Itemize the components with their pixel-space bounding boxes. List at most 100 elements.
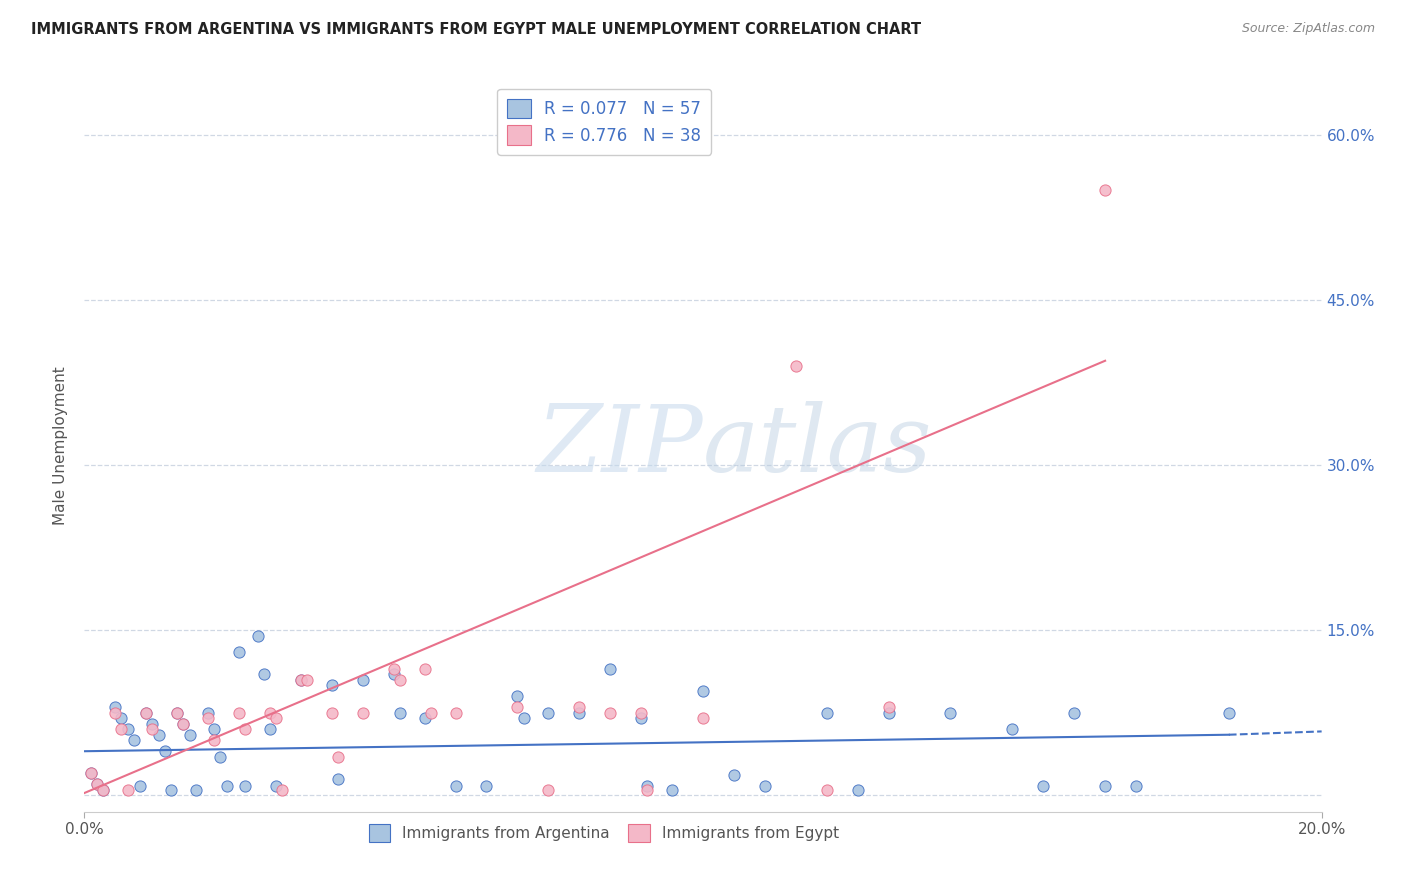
Point xyxy=(537,706,560,720)
Point xyxy=(91,782,114,797)
Point xyxy=(228,706,250,720)
Point xyxy=(326,772,349,786)
Point xyxy=(723,768,745,782)
Point xyxy=(117,782,139,797)
Point xyxy=(179,728,201,742)
Point xyxy=(1125,780,1147,794)
Point xyxy=(233,723,256,737)
Point xyxy=(197,711,219,725)
Y-axis label: Male Unemployment: Male Unemployment xyxy=(53,367,69,525)
Point xyxy=(512,711,534,725)
Point xyxy=(568,700,591,714)
Point xyxy=(153,744,176,758)
Point xyxy=(636,782,658,797)
Point xyxy=(141,723,163,737)
Point xyxy=(475,780,498,794)
Point xyxy=(877,706,900,720)
Point xyxy=(630,706,652,720)
Point xyxy=(259,723,281,737)
Point xyxy=(160,782,183,797)
Point xyxy=(599,706,621,720)
Point xyxy=(86,777,108,791)
Point xyxy=(382,667,405,681)
Text: Source: ZipAtlas.com: Source: ZipAtlas.com xyxy=(1241,22,1375,36)
Point xyxy=(246,629,269,643)
Point xyxy=(290,673,312,687)
Text: IMMIGRANTS FROM ARGENTINA VS IMMIGRANTS FROM EGYPT MALE UNEMPLOYMENT CORRELATION: IMMIGRANTS FROM ARGENTINA VS IMMIGRANTS … xyxy=(31,22,921,37)
Point xyxy=(785,359,807,374)
Point xyxy=(1001,723,1024,737)
Point xyxy=(506,700,529,714)
Point xyxy=(506,690,529,704)
Point xyxy=(1218,706,1240,720)
Point xyxy=(166,706,188,720)
Point xyxy=(264,780,287,794)
Point xyxy=(253,667,276,681)
Point xyxy=(352,706,374,720)
Point xyxy=(599,662,621,676)
Point xyxy=(110,711,132,725)
Point xyxy=(352,673,374,687)
Point xyxy=(141,716,163,731)
Point xyxy=(388,706,411,720)
Point xyxy=(537,782,560,797)
Point xyxy=(413,711,436,725)
Point xyxy=(388,673,411,687)
Point xyxy=(419,706,441,720)
Point xyxy=(568,706,591,720)
Point xyxy=(1094,183,1116,197)
Point xyxy=(636,780,658,794)
Point xyxy=(754,780,776,794)
Point xyxy=(264,711,287,725)
Point xyxy=(815,706,838,720)
Point xyxy=(661,782,683,797)
Text: atlas: atlas xyxy=(703,401,932,491)
Point xyxy=(209,749,232,764)
Point xyxy=(104,706,127,720)
Point xyxy=(815,782,838,797)
Point xyxy=(1094,780,1116,794)
Point xyxy=(202,723,225,737)
Point xyxy=(444,780,467,794)
Point xyxy=(91,782,114,797)
Point xyxy=(122,733,145,747)
Point xyxy=(135,706,157,720)
Point xyxy=(197,706,219,720)
Point xyxy=(321,678,343,692)
Legend: Immigrants from Argentina, Immigrants from Egypt: Immigrants from Argentina, Immigrants fr… xyxy=(363,818,845,848)
Point xyxy=(117,723,139,737)
Point xyxy=(321,706,343,720)
Point xyxy=(129,780,152,794)
Point xyxy=(382,662,405,676)
Point xyxy=(692,683,714,698)
Point xyxy=(215,780,238,794)
Point xyxy=(295,673,318,687)
Point xyxy=(135,706,157,720)
Point xyxy=(846,782,869,797)
Point xyxy=(184,782,207,797)
Point xyxy=(166,706,188,720)
Point xyxy=(172,716,194,731)
Point xyxy=(110,723,132,737)
Point xyxy=(233,780,256,794)
Point xyxy=(79,766,101,780)
Point xyxy=(444,706,467,720)
Point xyxy=(413,662,436,676)
Point xyxy=(877,700,900,714)
Point xyxy=(202,733,225,747)
Point xyxy=(228,645,250,659)
Point xyxy=(1032,780,1054,794)
Point xyxy=(692,711,714,725)
Point xyxy=(326,749,349,764)
Point xyxy=(630,711,652,725)
Point xyxy=(271,782,294,797)
Point xyxy=(290,673,312,687)
Point xyxy=(86,777,108,791)
Point xyxy=(172,716,194,731)
Point xyxy=(259,706,281,720)
Point xyxy=(939,706,962,720)
Point xyxy=(104,700,127,714)
Point xyxy=(1063,706,1085,720)
Point xyxy=(148,728,170,742)
Point xyxy=(79,766,101,780)
